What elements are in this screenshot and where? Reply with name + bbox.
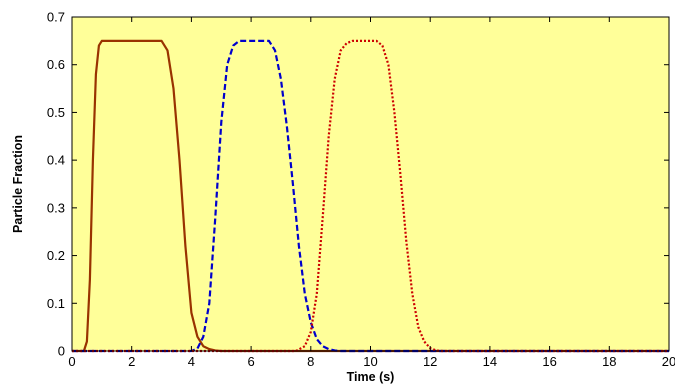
y-tick-label: 0.3	[47, 200, 65, 215]
ticks-layer: 0 2 4 6 8 10 12 14 16 18 20 0 0.1 0.2 0.3 0.4 0.5 0.6 0.7	[47, 10, 675, 370]
x-tick-label: 2	[128, 354, 135, 369]
x-axis-label: Time (s)	[347, 370, 395, 384]
series-line-1	[72, 39, 669, 353]
y-tick-label: 0.7	[47, 10, 65, 25]
x-tick-label: 8	[307, 354, 314, 369]
y-tick-label: 0.4	[47, 153, 65, 168]
x-tick-label: 12	[423, 354, 437, 369]
x-tick-label: 18	[602, 354, 616, 369]
y-tick-label: 0.1	[47, 296, 65, 311]
y-tick-label: 0	[58, 344, 65, 359]
series-line-3	[72, 39, 669, 353]
x-tick-label: 14	[483, 354, 497, 369]
y-tick-label: 0.5	[47, 105, 65, 120]
x-tick-label: 0	[68, 354, 75, 369]
x-tick-label: 10	[363, 354, 377, 369]
x-tick-label: 20	[662, 354, 675, 369]
series-layer	[72, 39, 669, 353]
x-tick-label: 4	[188, 354, 195, 369]
x-tick-label: 16	[542, 354, 556, 369]
y-axis-label: Particle Fraction	[11, 135, 25, 233]
plot-area	[72, 17, 669, 351]
y-tick-label: 0.6	[47, 57, 65, 72]
y-tick-label: 0.2	[47, 248, 65, 263]
x-tick-label: 6	[247, 354, 254, 369]
